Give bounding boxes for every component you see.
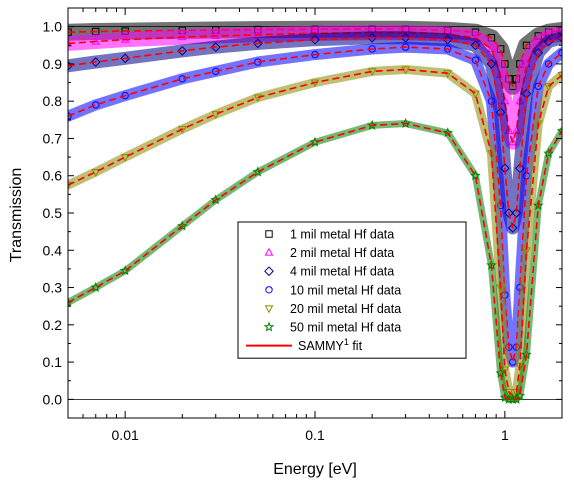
data-point [121, 91, 129, 100]
legend-marker [264, 266, 274, 277]
y-tick-label: 0.0 [43, 391, 63, 407]
data-point [310, 34, 320, 45]
legend-label: 2 mil metal Hf data [290, 246, 394, 260]
data-point [68, 181, 73, 190]
legend-marker [263, 321, 275, 332]
plot-area [68, 20, 562, 404]
data-point [499, 391, 511, 403]
data-point [68, 28, 72, 36]
series-4 [68, 41, 562, 368]
data-point [442, 127, 454, 138]
legend-marker [264, 305, 274, 314]
data-point [210, 194, 222, 205]
data-point [367, 32, 378, 43]
data-point [534, 82, 542, 90]
x-tick-label: 0.01 [112, 427, 139, 443]
data-point [366, 119, 378, 130]
data-point [90, 57, 101, 67]
data-point [470, 40, 481, 51]
data-point [508, 137, 518, 146]
fit-line [68, 68, 562, 397]
y-tick-label: 0.7 [43, 130, 63, 146]
data-point [92, 101, 100, 109]
fit-line [68, 122, 562, 401]
data-point [211, 111, 221, 120]
y-tick-label: 0.8 [43, 93, 63, 109]
data-point [177, 45, 188, 56]
y-tick-label: 1.0 [43, 19, 63, 35]
x-tick-label: 0.1 [305, 427, 325, 443]
x-tick-label: 1 [501, 427, 509, 443]
data-point [400, 118, 411, 129]
legend-marker [265, 230, 273, 238]
y-axis-title: Transmission [8, 168, 25, 263]
fit-line [68, 46, 562, 363]
y-tick-label: 0.5 [43, 205, 63, 221]
y-tick-label: 0.6 [43, 168, 63, 184]
legend-marker [265, 286, 273, 294]
data-point [544, 60, 553, 68]
data-point [471, 90, 480, 99]
data-point [252, 38, 263, 49]
axes: 0.0 0.1 0.2 0.3 0.4 0.5 0.6 0.7 0.8 0.9 1.0 0.01 0.1… [43, 7, 563, 443]
y-tick-label: 0.1 [43, 354, 63, 370]
legend-fit-label: SAMMY1 fit [298, 337, 363, 353]
data-point [557, 32, 562, 43]
series-5 [68, 65, 562, 401]
y-tick-label: 0.4 [43, 242, 63, 258]
legend-marker [264, 247, 274, 256]
plot-clip-group [68, 20, 562, 404]
series-6 [68, 118, 562, 404]
fit-line [68, 37, 562, 229]
data-point [533, 120, 543, 129]
data-point [556, 125, 562, 136]
legend-label: 50 mil metal Hf data [290, 321, 401, 335]
data-point [543, 147, 554, 158]
data-point [176, 220, 188, 231]
data-point [210, 42, 221, 53]
legend-label: 20 mil metal Hf data [290, 302, 401, 316]
data-point [471, 56, 480, 64]
data-point [443, 70, 453, 79]
data-point [120, 53, 131, 64]
data-point [544, 83, 553, 92]
legend-label: 1 mil metal Hf data [290, 228, 394, 242]
legend-label: 4 mil metal Hf data [290, 265, 394, 279]
legend-label: 10 mil metal Hf data [290, 283, 401, 297]
legend: 1 mil metal Hf data 2 mil metal Hf data 4 … [237, 221, 467, 359]
data-point [507, 223, 518, 233]
data-point [514, 390, 526, 401]
y-tick-label: 0.9 [43, 56, 63, 72]
y-tick-label: 0.2 [43, 317, 63, 333]
legend-box [237, 221, 467, 359]
data-point [533, 47, 544, 58]
data-point [487, 44, 496, 53]
data-point [253, 94, 263, 103]
y-tick-label: 0.3 [43, 280, 63, 296]
data-point [486, 59, 497, 69]
x-axis-title: Energy [eV] [273, 461, 357, 478]
